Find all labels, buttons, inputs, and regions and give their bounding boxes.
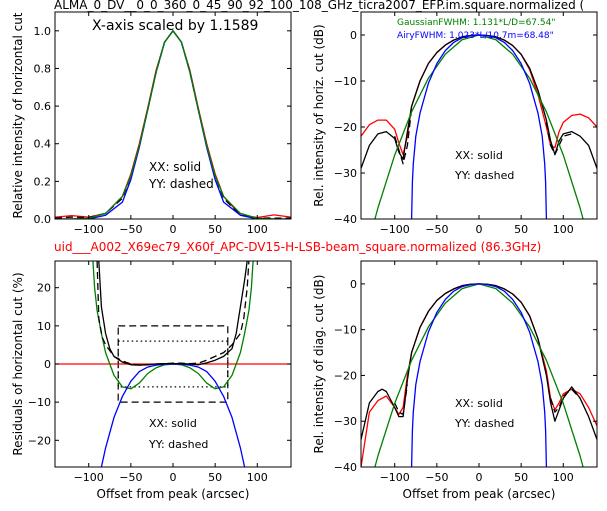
bottom-left-ytick-label: −20 [28,434,51,447]
bottom-left-xlabel: Offset from peak (arcsec) [97,487,250,501]
top-left-ytick-label: 0.8 [34,62,52,75]
top-right-xtick-label: 50 [514,223,528,236]
top-left-ylabel: Relative intensity of horizontal cut [11,12,25,218]
top-right-xtick-label: 0 [476,223,483,236]
bottom-left-plot-area [55,261,291,467]
top-left-xtick-label: 0 [170,223,177,236]
top-left-ytick-label: 1.0 [34,25,52,38]
bottom-right-series-black-dashed-2 [394,384,409,416]
top-left-plot-area [55,30,291,219]
bottom-left-xtick-label: 0 [170,471,177,484]
top-right-ytick-label: −40 [334,213,357,226]
bottom-right-annotation: YY: dashed [454,417,514,430]
top-right-ylabel: Rel. intensity of horiz. cut (dB) [312,24,326,206]
top-right-plot-area [361,34,597,219]
top-right-series-black-dashed-2 [394,108,413,165]
bottom-left-reference-box-dotted [117,340,229,388]
bottom-left-ytick-label: 10 [37,320,51,333]
bottom-left-ytick-label: −10 [28,396,51,409]
top-left-ytick-label: 0.4 [34,138,52,151]
top-right-ytick-label: −10 [334,75,357,88]
bottom-right-frame [360,260,598,468]
top-right-legend-entry-green: GaussianFWHM: 1.131*L/D=67.54" [397,18,555,28]
bottom-right-series-blue-solid-5 [410,283,548,467]
bottom-right-ytick-label: −10 [334,324,357,337]
bottom-right-ytick-label: −20 [334,369,357,382]
bottom-right-ylabel: Rel. intensity of diag. cut (dB) [312,275,326,454]
top-right-series-blue-solid-5 [410,34,548,219]
top-left-annotation: YY: dashed [148,177,214,191]
bottom-right-annotation: XX: solid [455,397,503,410]
top-left-xtick-label: 100 [247,223,268,236]
bottom-left-series-green-solid-1 [92,261,254,390]
top-left-ytick-label: 0.6 [34,100,52,113]
bottom-right-plot-area [361,283,597,467]
top-left-ytick-label: 0.2 [34,175,52,188]
top-right-annotation: YY: dashed [454,169,514,182]
bottom-left-ylabel: Residuals of horizontal cut (%) [11,272,25,455]
top-right-xtick-label: 100 [553,223,574,236]
top-right-xtick-label: −50 [425,223,448,236]
top-left-annotation: X-axis scaled by 1.1589 [92,18,258,34]
bottom-right-ytick-label: −40 [334,461,357,474]
top-right-ytick-label: 0 [350,29,357,42]
top-left-series-green-solid-3 [55,30,291,219]
bottom-right-xtick-label: 100 [553,471,574,484]
top-left-ytick-label: 0.0 [34,213,52,226]
bottom-right-ytick-label: 0 [350,278,357,291]
top-left-annotation: XX: solid [149,160,201,174]
top-left-xtick-label: −100 [74,223,104,236]
top-right-annotation: XX: solid [455,149,503,162]
bottom-left-ytick-label: 0 [44,358,51,371]
top-left-xtick-label: 50 [208,223,222,236]
top-right-series-black-dashed-3 [545,122,572,156]
top-right-ytick-label: −30 [334,167,357,180]
top-left-xtick-label: −50 [119,223,142,236]
bottom-left-annotation: XX: solid [149,417,197,430]
bottom-right-xtick-label: −100 [380,471,410,484]
bottom-left-xtick-label: −100 [74,471,104,484]
top-right-ytick-label: −20 [334,121,357,134]
top-right-xtick-label: −100 [380,223,410,236]
bottom-left-series-black-dashed-4 [96,261,250,366]
top-right-frame [360,11,598,220]
bottom-left-ytick-label: 20 [37,282,51,295]
bottom-right-xtick-label: 50 [514,471,528,484]
bottom-left-xtick-label: −50 [119,471,142,484]
bottom-right-series-red-solid-0 [361,283,597,467]
bottom-right-xtick-label: 0 [476,471,483,484]
bottom-left-xtick-label: 50 [208,471,222,484]
bottom-left-series-blue-solid-2 [100,363,246,467]
bottom-right-xlabel: Offset from peak (arcsec) [403,487,556,501]
top-title: ALMA_0_DV__0_0_360_0_45_90_92_100_108_GH… [54,0,584,12]
middle-title: uid___A002_X69ec79_X60f_APC-DV15-H-LSB-b… [54,240,541,254]
bottom-left-xtick-label: 100 [247,471,268,484]
bottom-right-xtick-label: −50 [425,471,448,484]
bottom-left-series-black-solid-3 [98,261,248,366]
top-right-legend-entry-blue: AiryFWHM: 1.023*L/10.7m=68.48" [397,31,554,41]
bottom-left-annotation: YY: dashed [148,438,208,451]
bottom-right-ytick-label: −30 [334,415,357,428]
bottom-right-series-black-dashed-3 [549,388,581,413]
